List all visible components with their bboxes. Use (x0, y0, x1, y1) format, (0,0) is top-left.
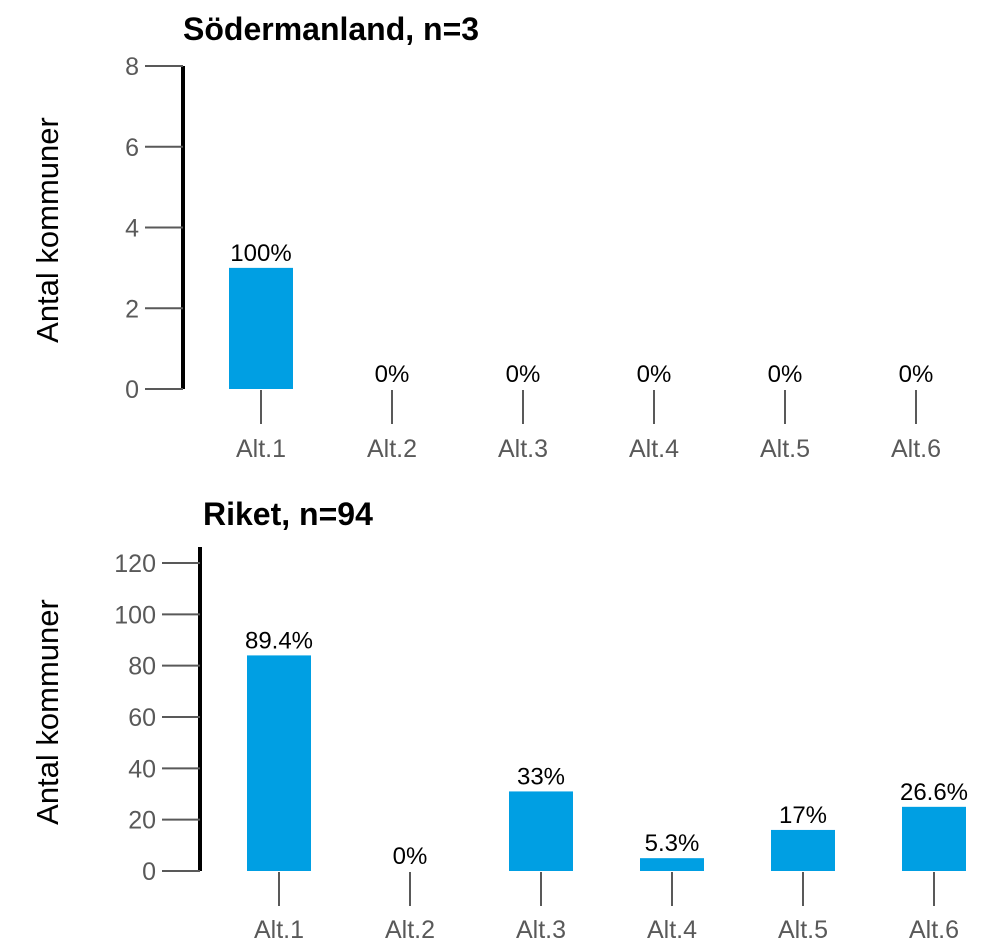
data-label: 89.4% (245, 627, 313, 654)
chart-title: Riket, n=94 (203, 496, 373, 532)
data-label: 5.3% (645, 830, 700, 857)
bar (771, 829, 835, 871)
y-axis-label: Antal kommuner (30, 117, 65, 343)
x-tick-label: Alt.5 (778, 916, 828, 943)
y-tick-label: 8 (125, 53, 139, 81)
bar (509, 791, 573, 871)
plot-area: 0 2 4 6 8 Alt.1 100% Alt.2 0% Alt.3 0% Alt.4 0% Alt.5… (125, 53, 941, 463)
data-label: 0% (393, 843, 428, 870)
y-tick-label: 80 (128, 653, 156, 681)
y-tick-label: 120 (114, 550, 156, 578)
x-tick-label: Alt.1 (254, 916, 304, 943)
bar (229, 267, 293, 389)
x-tick-label: Alt.4 (629, 435, 679, 463)
x-tick-label: Alt.3 (498, 435, 548, 463)
bar (247, 655, 311, 871)
y-tick-label: 100 (114, 601, 156, 629)
y-axis-label: Antal kommuner (30, 599, 65, 825)
x-tick-label: Alt.2 (367, 435, 417, 463)
y-tick-label: 60 (128, 704, 156, 732)
x-tick-label: Alt.5 (760, 435, 810, 463)
data-label: 0% (637, 361, 672, 388)
data-label: 0% (506, 361, 541, 388)
y-tick-label: 6 (125, 134, 139, 162)
chart-title: Södermanland, n=3 (183, 11, 479, 47)
data-label: 0% (768, 361, 803, 388)
y-tick-label: 2 (125, 295, 139, 323)
y-tick-label: 0 (125, 376, 139, 404)
data-label: 17% (779, 802, 827, 829)
x-tick-label: Alt.4 (647, 916, 697, 943)
x-tick-label: Alt.1 (236, 435, 286, 463)
y-tick-label: 0 (142, 858, 156, 886)
y-tick-label: 40 (128, 755, 156, 783)
bar (902, 806, 966, 871)
data-label: 0% (375, 361, 410, 388)
x-tick-label: Alt.3 (516, 916, 566, 943)
x-tick-label: Alt.2 (385, 916, 435, 943)
data-label: 26.6% (900, 779, 968, 806)
y-tick-label: 4 (125, 215, 139, 243)
data-label: 0% (899, 361, 934, 388)
plot-area: 0 20 40 60 80 100 120 Alt.1 89.4% Alt.2 0% Alt.3 33%… (114, 547, 968, 943)
chart-riket: Riket, n=94 Antal kommuner 0 20 40 60 80 100 1… (30, 496, 968, 943)
chart-sodermanland: Södermanland, n=3 Antal kommuner 0 2 4 6 8 Al… (30, 11, 941, 463)
x-tick-label: Alt.6 (909, 916, 959, 943)
x-tick-label: Alt.6 (891, 435, 941, 463)
y-tick-label: 20 (128, 807, 156, 835)
bar (640, 858, 704, 871)
data-label: 100% (230, 240, 291, 267)
data-label: 33% (517, 763, 565, 790)
